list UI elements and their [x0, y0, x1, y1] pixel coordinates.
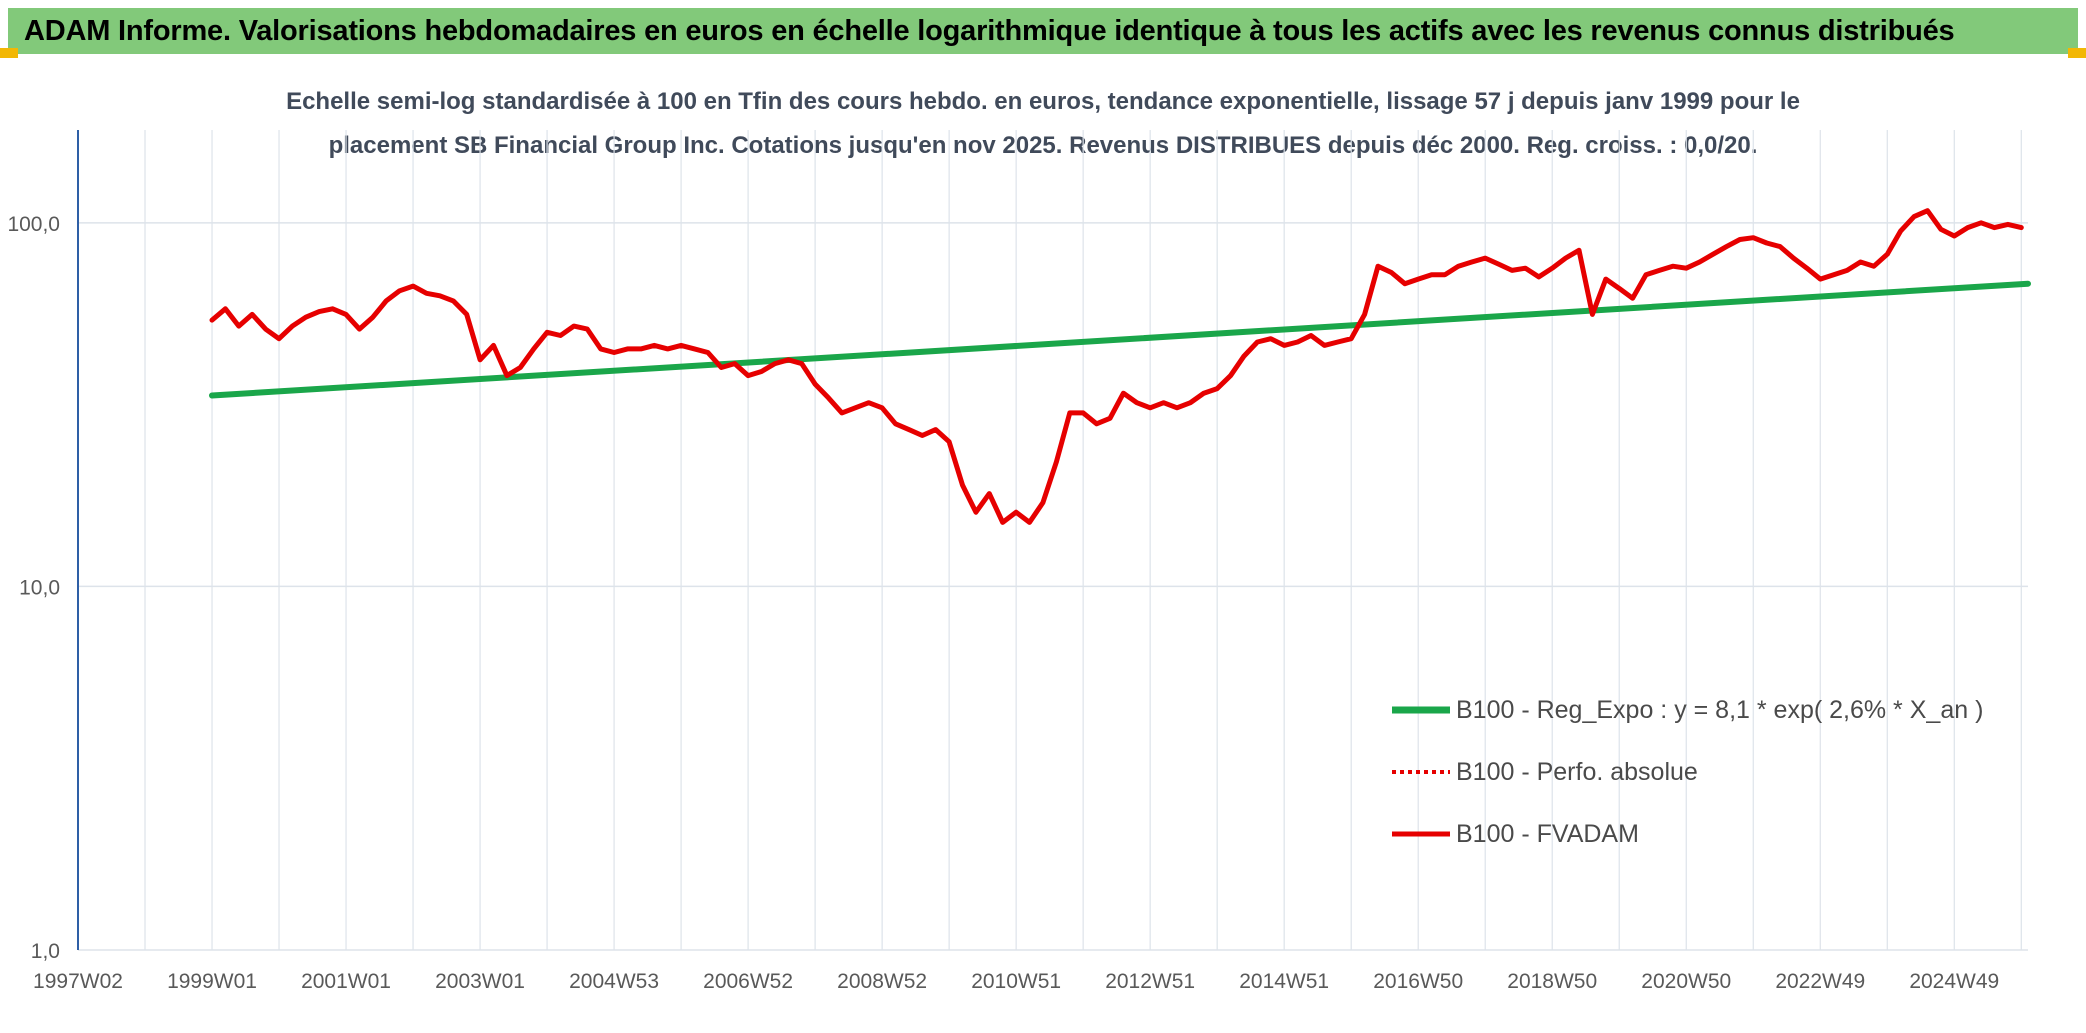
legend-label-fvadam: B100 - FVADAM: [1456, 819, 1639, 848]
legend-label-regression: B100 - Reg_Expo : y = 8,1 * exp( 2,6% * …: [1456, 695, 1984, 724]
legend-item-perfo: B100 - Perfo. absolue: [1390, 752, 1698, 792]
y-tick-label: 10,0: [19, 576, 60, 599]
x-tick-label: 2014W51: [1239, 970, 1329, 993]
x-tick-label: 2008W52: [837, 970, 927, 993]
x-tick-label: 1997W02: [33, 970, 123, 993]
series-line-0: [209, 280, 2031, 399]
y-tick-label: 1,0: [31, 940, 60, 963]
chart-area: Echelle semi-log standardisée à 100 en T…: [0, 62, 2086, 1033]
title-banner: [8, 8, 2078, 54]
series-line-2: [209, 208, 2024, 525]
legend-item-fvadam: B100 - FVADAM: [1390, 814, 1639, 854]
x-tick-label: 2020W50: [1641, 970, 1731, 993]
x-tick-label: 1999W01: [167, 970, 257, 993]
x-tick-label: 2003W01: [435, 970, 525, 993]
corner-accent-right: [2068, 48, 2086, 58]
x-tick-label: 2024W49: [1909, 970, 1999, 993]
legend-label-perfo: B100 - Perfo. absolue: [1456, 757, 1698, 786]
x-tick-label: 2016W50: [1373, 970, 1463, 993]
x-tick-label: 2018W50: [1507, 970, 1597, 993]
x-tick-label: 2022W49: [1775, 970, 1865, 993]
legend-swatch-fvadam: [1390, 814, 1452, 854]
x-tick-label: 2001W01: [301, 970, 391, 993]
legend-item-regression: B100 - Reg_Expo : y = 8,1 * exp( 2,6% * …: [1390, 690, 1983, 730]
legend-swatch-perfo: [1390, 752, 1452, 792]
x-tick-label: 2012W51: [1105, 970, 1195, 993]
page-title: ADAM Informe. Valorisations hebdomadaire…: [24, 15, 1955, 47]
corner-accent-left: [0, 48, 18, 58]
chart-subtitle-line2: placement SB Financial Group Inc. Cotati…: [328, 132, 1758, 159]
x-tick-label: 2006W52: [703, 970, 793, 993]
chart-subtitle-line1: Echelle semi-log standardisée à 100 en T…: [286, 88, 1800, 115]
legend-swatch-regression: [1390, 690, 1452, 730]
x-tick-label: 2010W51: [971, 970, 1061, 993]
y-tick-label: 100,0: [7, 213, 60, 236]
line-chart: 1,0 10,0 100,0 1997W02 1999W01 2001W01 2003W01…: [7, 130, 2031, 993]
x-tick-label: 2004W53: [569, 970, 659, 993]
